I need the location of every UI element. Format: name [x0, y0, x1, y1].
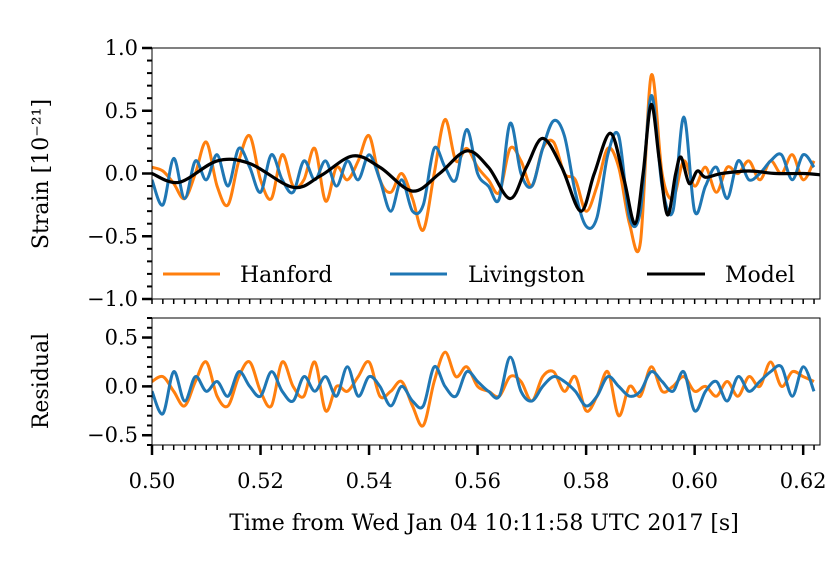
- x-axis-label: Time from Wed Jan 04 10:11:58 UTC 2017 […: [229, 511, 739, 536]
- series-line-model: [152, 102, 820, 226]
- x-tick-label: 0.52: [237, 469, 284, 493]
- y-tick-label: −0.5: [87, 224, 138, 248]
- strain-axis-label: Strain [10⁻²¹]: [29, 99, 54, 249]
- series-line-livingston: [152, 355, 816, 416]
- strain-panel: 1.0 0.5 0.0 −0.5 −1.0: [87, 36, 821, 311]
- x-tick-label: 0.62: [780, 469, 827, 493]
- y-tick-label: 0.5: [105, 326, 138, 350]
- series-group: [152, 350, 816, 428]
- y-tick-label: 1.0: [105, 36, 138, 60]
- legend-label-livingston: Livingston: [468, 263, 585, 288]
- x-tick-label: 0.50: [129, 469, 176, 493]
- y-tick-label: 0.5: [105, 99, 138, 123]
- legend-label-model: Model: [725, 263, 795, 288]
- y-tick-label: −1.0: [87, 287, 138, 311]
- y-tick-label: −0.5: [87, 423, 138, 447]
- axes-frame: [151, 317, 821, 446]
- series-line-livingston: [152, 94, 816, 230]
- series-group: [152, 73, 820, 254]
- series-line-hanford: [152, 73, 816, 254]
- legend-label-hanford: Hanford: [240, 263, 332, 288]
- x-tick-label: 0.58: [563, 469, 610, 493]
- residual-panel: 0.5 0.0 −0.5 0.50 0.52 0.54 0.56 0.58 0.60 0.62: [87, 317, 827, 493]
- y-tick-label: 0.0: [105, 162, 138, 186]
- x-tick-label: 0.60: [671, 469, 718, 493]
- x-tick-label: 0.56: [454, 469, 501, 493]
- residual-axis-label: Residual: [29, 333, 54, 429]
- y-tick-label: 0.0: [105, 374, 138, 398]
- x-tick-label: 0.54: [346, 469, 393, 493]
- legend: Hanford Livingston Model: [163, 263, 795, 288]
